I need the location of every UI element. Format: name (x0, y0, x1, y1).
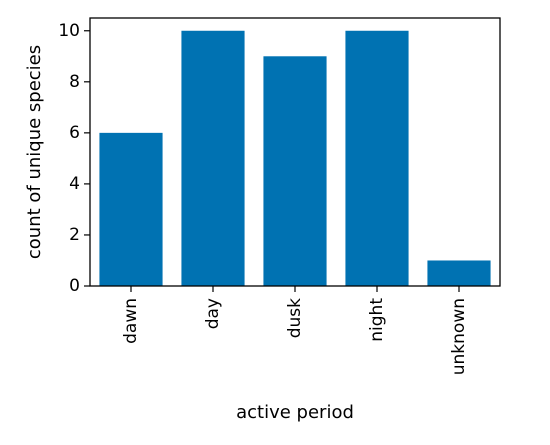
x-tick-label: day (203, 298, 223, 329)
y-tick-label: 8 (69, 72, 80, 92)
y-tick-label: 6 (69, 123, 80, 143)
y-tick-label: 2 (69, 225, 80, 245)
y-axis-ticks: 0 2 4 6 8 10 (58, 21, 90, 296)
y-axis-label: count of unique species (24, 45, 45, 259)
x-tick-label: dusk (285, 298, 305, 338)
bar-dawn (99, 132, 163, 286)
bar-unknown (427, 260, 491, 286)
plot-frame (89, 17, 501, 287)
y-tick-label: 10 (58, 21, 80, 41)
bar-night (345, 30, 409, 287)
y-tick-label: 4 (69, 174, 80, 194)
x-axis-label: active period (236, 402, 354, 423)
bars-group (99, 30, 491, 287)
x-tick-label: unknown (449, 298, 469, 375)
x-tick-label: night (367, 298, 387, 342)
bar-dusk (263, 56, 327, 287)
y-tick-label: 0 (69, 276, 80, 296)
x-axis-ticks: dawn day dusk night unknown (121, 286, 469, 375)
bar-day (181, 30, 245, 287)
x-tick-label: dawn (121, 298, 141, 344)
